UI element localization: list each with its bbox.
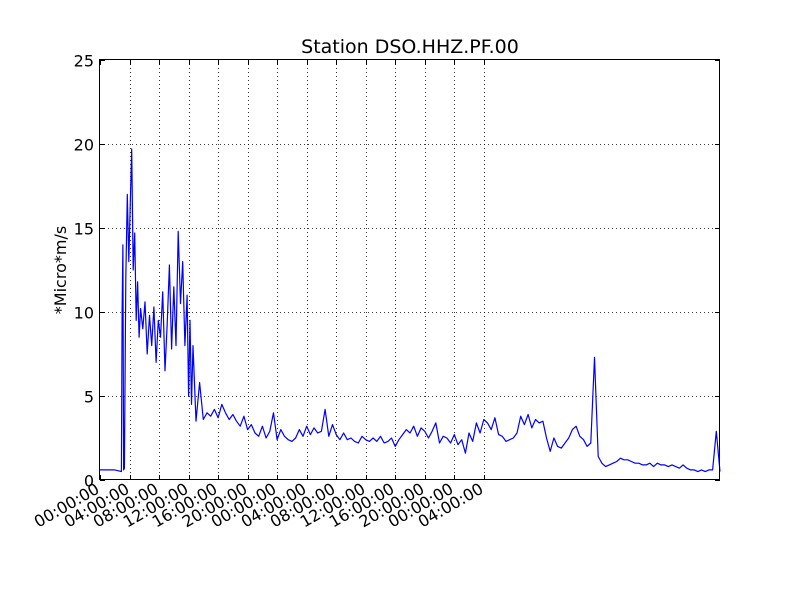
- velocity-series-line: [100, 148, 721, 473]
- y-tick-label: 0: [84, 472, 94, 491]
- grid-lines: [100, 60, 720, 480]
- y-tick-label: 5: [84, 388, 94, 407]
- y-tick-label: 20: [74, 136, 94, 155]
- y-axis-label: *Micro*m/s: [51, 226, 70, 314]
- y-tick-label: 25: [74, 52, 94, 71]
- axes-frame: [99, 59, 720, 480]
- plot-area: [100, 148, 721, 473]
- y-tick-label: 15: [74, 220, 94, 239]
- chart-title: Station DSO.HHZ.PF.00: [301, 36, 519, 58]
- y-axis: 0 5 10 15 20 25: [74, 52, 720, 491]
- y-tick-label: 10: [74, 304, 94, 323]
